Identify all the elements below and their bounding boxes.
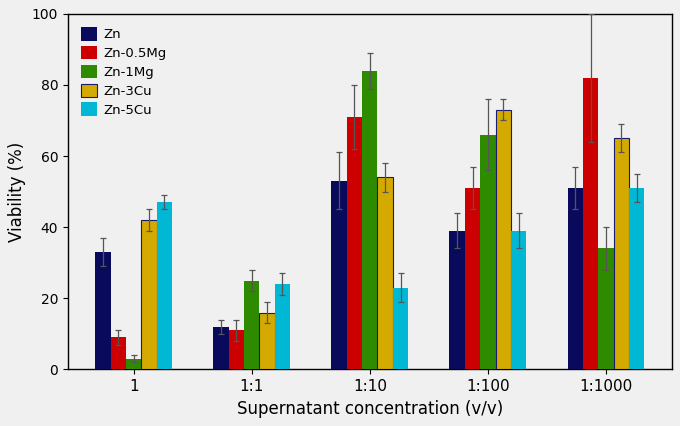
Bar: [629, 188, 644, 369]
Bar: [111, 337, 126, 369]
X-axis label: Supernatant concentration (v/v): Supernatant concentration (v/v): [237, 400, 503, 417]
Bar: [331, 181, 347, 369]
Bar: [496, 110, 511, 369]
Bar: [126, 359, 141, 369]
Bar: [613, 138, 629, 369]
Bar: [95, 252, 111, 369]
Bar: [347, 117, 362, 369]
Bar: [157, 202, 172, 369]
Legend: Zn, Zn-0.5Mg, Zn-1Mg, Zn-3Cu, Zn-5Cu: Zn, Zn-0.5Mg, Zn-1Mg, Zn-3Cu, Zn-5Cu: [75, 20, 173, 123]
Bar: [244, 280, 260, 369]
Bar: [214, 327, 228, 369]
Bar: [377, 177, 393, 369]
Y-axis label: Viability (%): Viability (%): [8, 141, 27, 242]
Bar: [228, 330, 244, 369]
Bar: [393, 288, 408, 369]
Bar: [598, 248, 613, 369]
Bar: [275, 284, 290, 369]
Bar: [568, 188, 583, 369]
Bar: [480, 135, 496, 369]
Bar: [362, 71, 377, 369]
Bar: [141, 220, 157, 369]
Bar: [449, 231, 465, 369]
Bar: [583, 78, 598, 369]
Bar: [260, 313, 275, 369]
Bar: [465, 188, 480, 369]
Bar: [511, 231, 526, 369]
